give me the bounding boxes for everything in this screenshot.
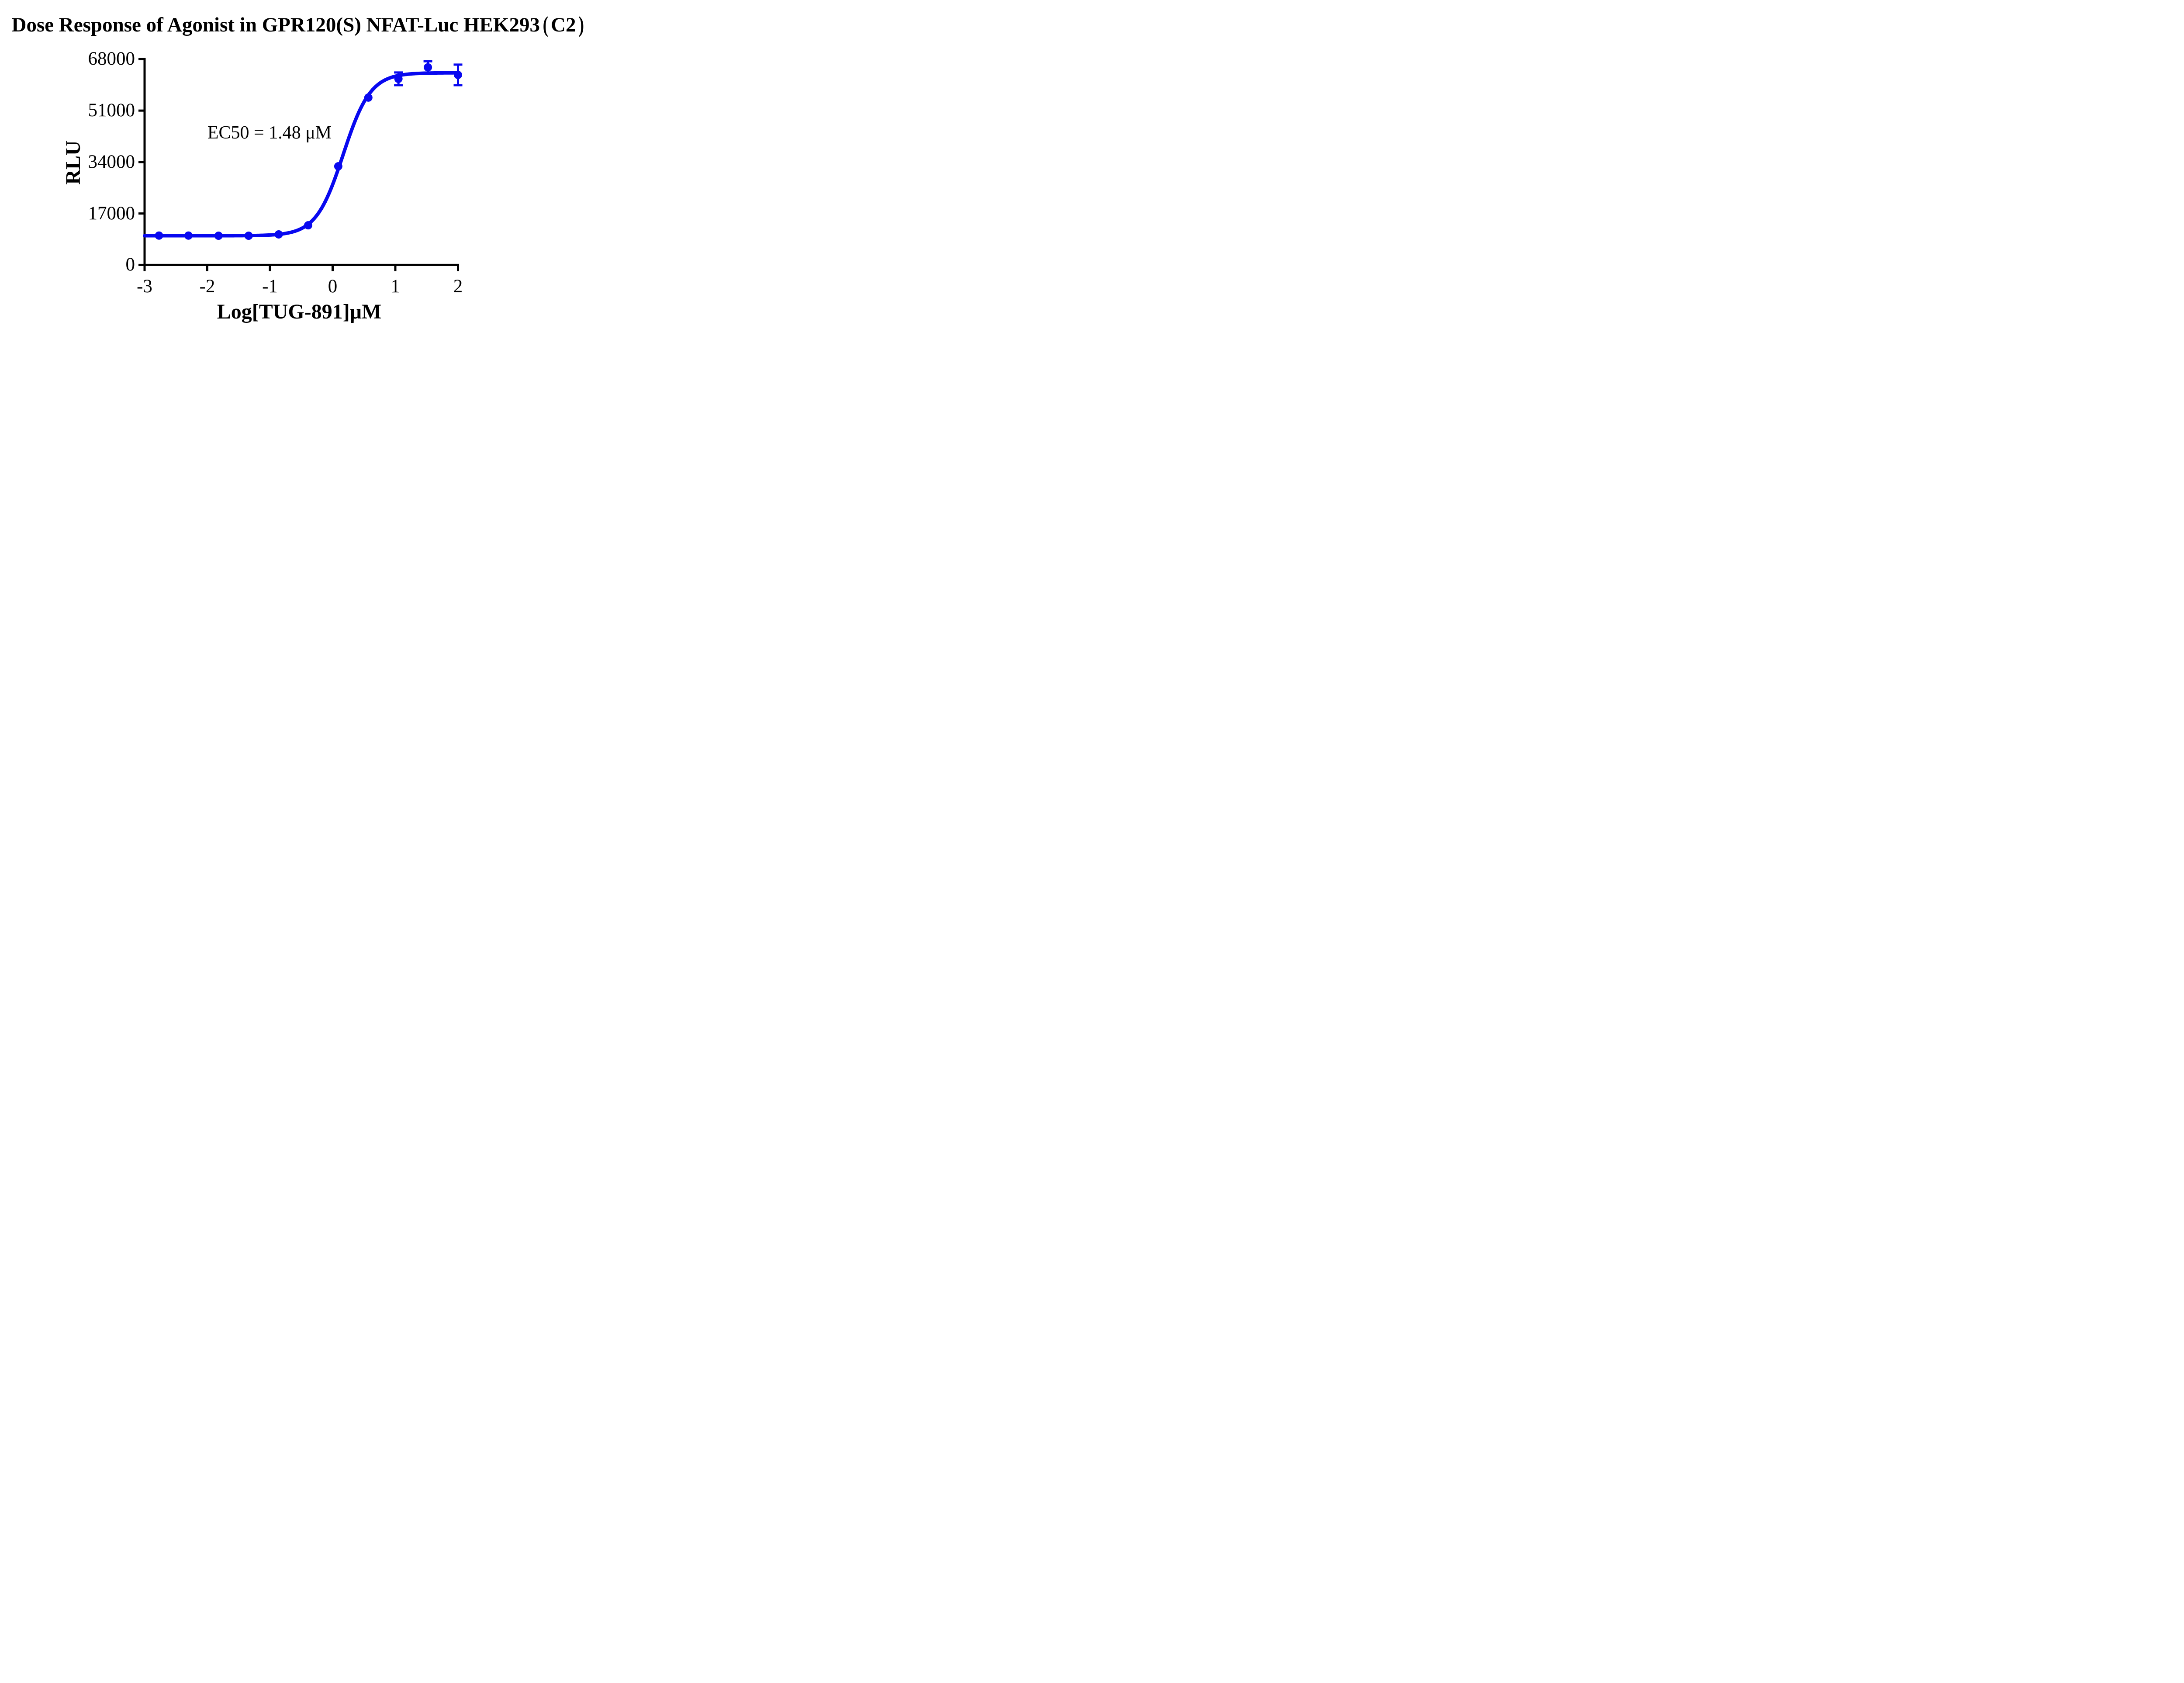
x-tick-label: -3 <box>137 276 152 297</box>
data-point <box>155 231 163 240</box>
data-point <box>424 63 432 72</box>
y-tick-label: 68000 <box>88 48 135 69</box>
plot-area <box>138 58 463 271</box>
x-tick-label: -2 <box>199 276 215 297</box>
x-tick-label: -1 <box>262 276 278 297</box>
data-point <box>184 231 193 240</box>
data-point <box>304 221 313 230</box>
y-tick-label: 34000 <box>88 151 135 172</box>
data-point <box>244 232 253 240</box>
data-point <box>334 162 342 171</box>
data-point <box>214 232 223 240</box>
y-tick-label: 0 <box>125 254 135 275</box>
figure: Dose Response of Agonist in GPR120(S) NF… <box>0 0 598 336</box>
chart-title: Dose Response of Agonist in GPR120(S) NF… <box>11 12 584 38</box>
x-tick-label: 2 <box>453 276 463 297</box>
ec50-annotation: EC50 = 1.48 μM <box>207 123 332 143</box>
x-tick-label: 0 <box>328 276 338 297</box>
data-point <box>454 70 462 79</box>
data-point <box>364 93 373 102</box>
y-tick-label: 51000 <box>88 100 135 121</box>
dose-response-curve <box>143 71 460 238</box>
x-axis-title: Log[TUG-891]μM <box>217 300 382 323</box>
x-tick-label: 1 <box>390 276 400 297</box>
y-tick-label: 17000 <box>88 203 135 224</box>
data-point <box>394 74 403 83</box>
data-point <box>274 230 283 239</box>
